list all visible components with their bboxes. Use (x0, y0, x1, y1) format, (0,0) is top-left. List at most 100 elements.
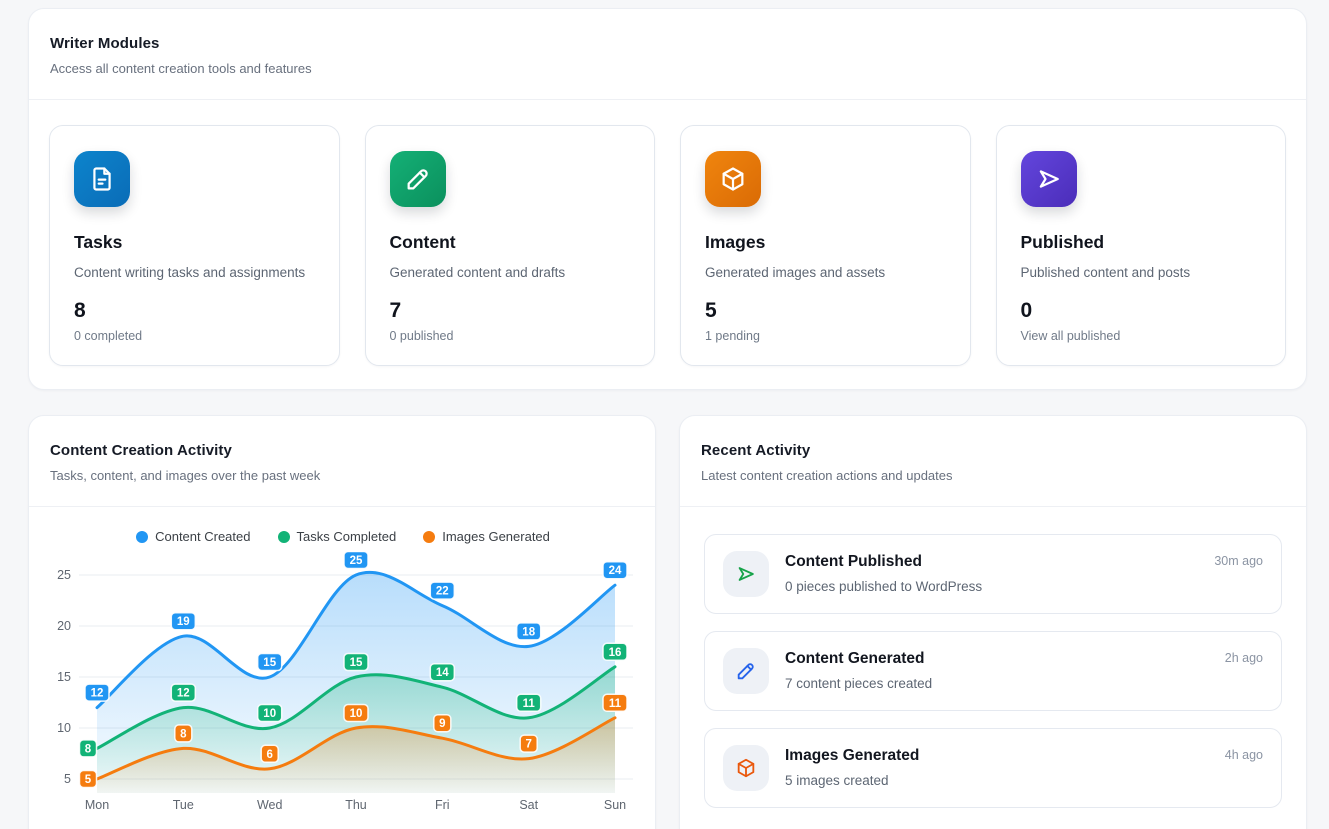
svg-text:6: 6 (266, 749, 272, 761)
svg-text:24: 24 (609, 565, 622, 577)
module-description: Generated content and drafts (389, 265, 566, 280)
chart-panel-header: Content Creation Activity Tasks, content… (29, 416, 655, 483)
svg-text:11: 11 (523, 698, 536, 710)
svg-text:9: 9 (439, 718, 445, 730)
pencil-icon (389, 151, 446, 207)
activity-description: 7 content pieces created (785, 676, 933, 691)
activity-list: Content Published 0 pieces published to … (680, 507, 1306, 808)
module-description: Published content and posts (1020, 265, 1191, 280)
panel-subtitle: Access all content creation tools and fe… (50, 61, 312, 76)
svg-text:Sun: Sun (604, 798, 626, 812)
legend-dot (277, 530, 290, 543)
svg-text:Tue: Tue (173, 798, 194, 812)
activity-item-images-generated[interactable]: Images Generated 5 images created 4h ago (704, 728, 1282, 808)
legend-dot (423, 530, 436, 543)
module-sub-stat: 0 completed (74, 329, 143, 343)
send-icon (723, 551, 769, 597)
activity-timestamp: 2h ago (1224, 651, 1263, 665)
module-count: 8 (74, 299, 86, 322)
module-description: Generated images and assets (705, 265, 886, 280)
activity-title: Content Published (785, 553, 922, 570)
legend-item-images-generated[interactable]: Images Generated (423, 529, 550, 544)
svg-text:12: 12 (177, 688, 190, 700)
bottom-row: Content Creation Activity Tasks, content… (28, 415, 1307, 829)
svg-text:Wed: Wed (257, 798, 283, 812)
send-icon (1020, 151, 1077, 207)
svg-text:Thu: Thu (345, 798, 367, 812)
activity-text: Images Generated 5 images created (785, 745, 919, 788)
svg-text:14: 14 (436, 667, 449, 679)
svg-text:15: 15 (263, 657, 276, 669)
legend-label: Tasks Completed (296, 529, 397, 544)
svg-text:15: 15 (57, 670, 71, 684)
svg-text:12: 12 (91, 688, 104, 700)
svg-text:10: 10 (263, 708, 276, 720)
svg-text:Sat: Sat (519, 798, 538, 812)
recent-activity-panel: Recent Activity Latest content creation … (679, 415, 1307, 829)
legend-label: Content Created (155, 529, 251, 544)
panel-subtitle: Latest content creation actions and upda… (701, 468, 953, 483)
writer-modules-header: Writer Modules Access all content creati… (29, 9, 1306, 76)
svg-text:Fri: Fri (435, 798, 450, 812)
pencil-icon (723, 648, 769, 694)
legend-item-content-created[interactable]: Content Created (136, 529, 251, 544)
svg-text:8: 8 (85, 743, 92, 755)
module-count: 5 (705, 299, 717, 322)
module-title: Content (389, 232, 456, 252)
module-title: Images (705, 232, 766, 252)
panel-title: Writer Modules (50, 35, 160, 52)
module-count: 0 (1020, 299, 1033, 322)
activity-item-content-published[interactable]: Content Published 0 pieces published to … (704, 534, 1282, 614)
module-sub-stat: 0 published (389, 329, 454, 343)
recent-activity-header: Recent Activity Latest content creation … (680, 416, 1306, 483)
svg-text:5: 5 (64, 772, 71, 786)
module-card-content[interactable]: Content Generated content and drafts 7 0… (364, 125, 655, 366)
module-sub-stat: View all published (1020, 329, 1121, 343)
activity-item-content-generated[interactable]: Content Generated 7 content pieces creat… (704, 631, 1282, 711)
activity-text: Content Published 0 pieces published to … (785, 551, 982, 594)
svg-text:18: 18 (522, 626, 535, 638)
activity-timestamp: 4h ago (1224, 748, 1263, 762)
chart-body: Content Created Tasks Completed Images G… (29, 507, 655, 829)
svg-text:7: 7 (525, 739, 531, 751)
svg-text:8: 8 (180, 728, 187, 740)
content-creation-activity-panel: Content Creation Activity Tasks, content… (28, 415, 656, 829)
divider (29, 506, 655, 507)
chart-legend: Content Created Tasks Completed Images G… (37, 529, 649, 544)
divider (29, 99, 1306, 100)
modules-grid: Tasks Content writing tasks and assignme… (29, 100, 1306, 394)
svg-text:10: 10 (57, 721, 71, 735)
svg-text:15: 15 (350, 657, 363, 669)
svg-text:11: 11 (609, 698, 622, 710)
svg-text:19: 19 (177, 616, 190, 628)
activity-description: 5 images created (785, 773, 889, 788)
svg-text:20: 20 (57, 619, 71, 633)
module-sub-stat: 1 pending (705, 329, 760, 343)
activity-title: Images Generated (785, 747, 920, 764)
activity-text: Content Generated 7 content pieces creat… (785, 648, 932, 691)
svg-text:16: 16 (609, 647, 622, 659)
module-card-images[interactable]: Images Generated images and assets 5 1 p… (680, 125, 971, 366)
svg-text:25: 25 (57, 568, 71, 582)
module-title: Tasks (74, 232, 123, 252)
module-card-published[interactable]: Published Published content and posts 0 … (995, 125, 1286, 366)
legend-item-tasks-completed[interactable]: Tasks Completed (277, 529, 397, 544)
divider (680, 506, 1306, 507)
svg-text:5: 5 (85, 774, 92, 786)
svg-text:Mon: Mon (85, 798, 109, 812)
activity-title: Content Generated (785, 650, 925, 667)
activity-timestamp: 30m ago (1214, 554, 1263, 568)
legend-label: Images Generated (442, 529, 550, 544)
cube-icon (723, 745, 769, 791)
panel-title: Recent Activity (701, 442, 811, 459)
activity-line-chart[interactable]: 5 10 15 20 25 Mon Tue Wed Thu Fri Sat Sun 12 19 15 25 22… (37, 550, 649, 829)
module-count: 7 (389, 299, 402, 322)
panel-subtitle: Tasks, content, and images over the past… (50, 468, 321, 483)
svg-text:10: 10 (350, 708, 363, 720)
legend-dot (136, 530, 149, 543)
activity-description: 0 pieces published to WordPress (785, 579, 983, 594)
svg-text:22: 22 (436, 586, 449, 598)
module-card-tasks[interactable]: Tasks Content writing tasks and assignme… (49, 125, 340, 366)
svg-text:25: 25 (350, 555, 363, 567)
